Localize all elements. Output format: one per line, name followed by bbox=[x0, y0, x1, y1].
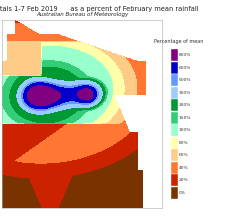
Bar bbox=[170, 87, 177, 99]
Bar bbox=[170, 49, 177, 61]
Text: 200%: 200% bbox=[178, 103, 190, 107]
Bar bbox=[170, 187, 177, 199]
Text: 80%: 80% bbox=[178, 141, 188, 145]
Bar bbox=[170, 162, 177, 174]
Text: Percentage of mean: Percentage of mean bbox=[154, 39, 203, 44]
Bar bbox=[170, 74, 177, 86]
Text: 0%: 0% bbox=[178, 191, 185, 195]
Bar bbox=[170, 99, 177, 111]
Text: 60%: 60% bbox=[178, 153, 188, 157]
Text: 300%: 300% bbox=[178, 91, 190, 95]
Text: 40%: 40% bbox=[178, 166, 188, 170]
Text: 150%: 150% bbox=[178, 116, 191, 120]
Bar bbox=[170, 124, 177, 136]
Text: 800%: 800% bbox=[178, 53, 190, 57]
Bar bbox=[170, 62, 177, 74]
Bar bbox=[170, 174, 177, 186]
Text: 600%: 600% bbox=[178, 66, 190, 70]
Bar bbox=[170, 149, 177, 161]
Text: Australian Bureau of Meteorology: Australian Bureau of Meteorology bbox=[36, 12, 128, 17]
Text: 100%: 100% bbox=[178, 128, 190, 132]
Bar bbox=[170, 137, 177, 149]
Text: 20%: 20% bbox=[178, 178, 188, 182]
Text: Rainfall totals 1-7 Feb 2019      as a percent of February mean rainfall: Rainfall totals 1-7 Feb 2019 as a percen… bbox=[0, 6, 197, 11]
Text: 500%: 500% bbox=[178, 78, 191, 82]
Bar bbox=[170, 112, 177, 124]
